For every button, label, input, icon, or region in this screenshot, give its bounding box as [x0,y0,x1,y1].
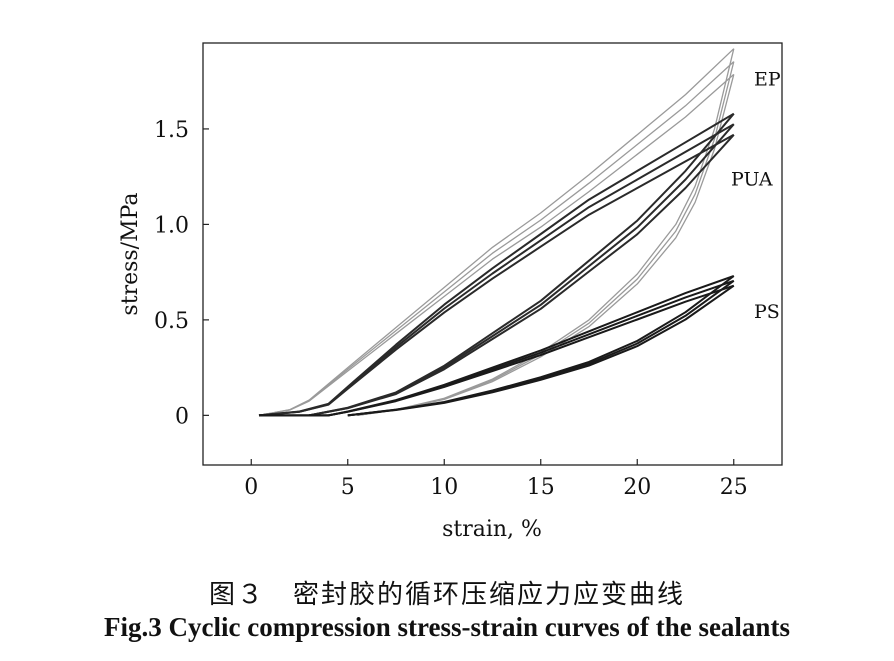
series-label-ep: EP [754,69,781,91]
plot-frame [202,42,783,466]
x-tick-label: 5 [341,475,355,500]
y-tick-label: 1.0 [154,213,189,238]
series-label-ps: PS [754,301,780,323]
series-ps-loading-curve [259,275,735,417]
x-tick-label: 25 [720,475,748,500]
series-layer [258,48,735,417]
y-axis-label: stress/MPa [118,192,143,315]
figure-caption-chinese: 图３ 密封胶的循环压缩应力应变曲线 [208,580,685,610]
x-tick-label: 10 [430,475,458,500]
series-pua-loading-curve [258,123,735,417]
series-ps-unloading-curve [347,284,735,417]
series-pua-unloading-curve [308,134,735,417]
series-labels: EP PUA PS [731,69,781,323]
series-ps-loading-curve [259,279,735,417]
y-tick-label: 0.5 [154,309,189,334]
figure-caption-english: Fig.3 Cyclic compression stress-strain c… [104,612,790,642]
y-axis-ticks: 0 0.5 1.0 1.5 [154,118,209,429]
series-pua-unloading-curve [308,113,735,417]
y-tick-label: 0 [175,404,189,429]
series-pua-loading-curve [258,133,735,417]
series-ep-loading-curve [258,48,735,417]
series-ep-unloading-curve [357,48,735,417]
x-tick-label: 20 [623,475,651,500]
series-ep-loading-curve [258,73,735,417]
series-ep-unloading-curve [357,74,735,417]
series-ep-loading-curve [258,61,735,417]
y-tick-label: 1.5 [154,118,189,143]
series-pua-unloading-curve [308,123,735,417]
series-label-pua: PUA [731,169,773,191]
x-tick-label: 0 [244,475,258,500]
x-axis-label: strain, % [442,517,542,542]
series-ps-loading-curve [259,284,735,417]
x-axis-ticks: 0 5 10 15 20 25 [244,459,748,500]
series-ep-unloading-curve [357,61,735,417]
x-tick-label: 15 [527,475,555,500]
